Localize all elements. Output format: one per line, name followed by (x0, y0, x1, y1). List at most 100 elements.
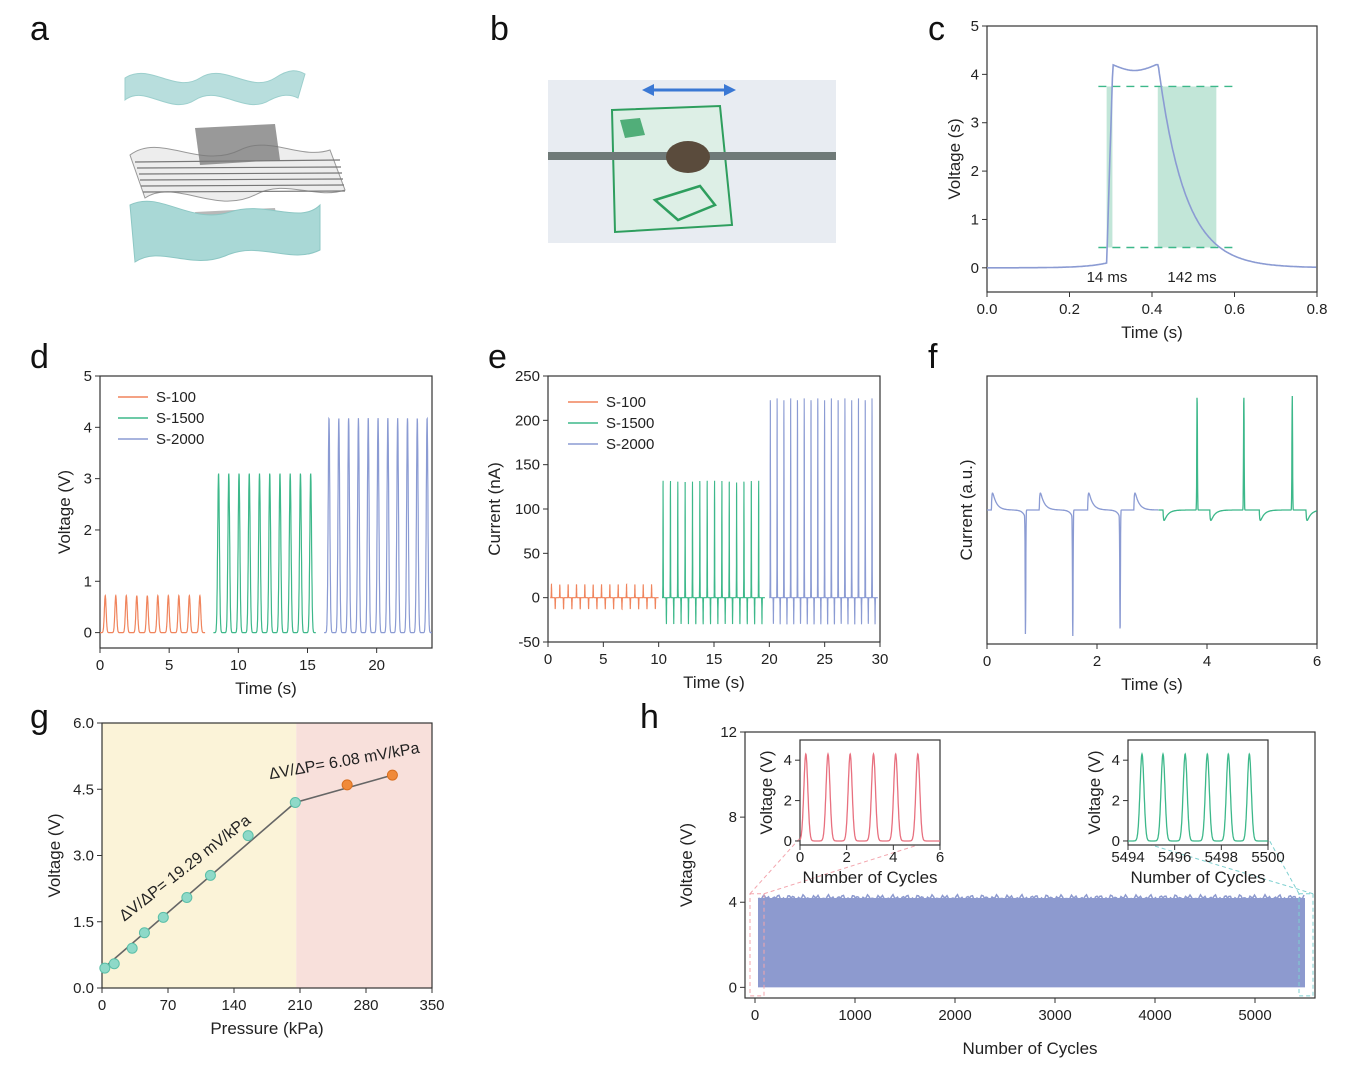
x-tick-label: 0 (544, 651, 552, 668)
blue-current-trace (987, 492, 1159, 637)
zoom-box-end (1298, 893, 1314, 997)
plot-frame (99, 375, 433, 649)
x-tick-label: 6 (1313, 653, 1321, 670)
panel-label-c: c (928, 10, 945, 48)
y-tick-label: 200 (515, 412, 540, 429)
inset-trace (799, 752, 940, 842)
panel-label-d: d (30, 338, 49, 376)
x-axis-label: Pressure (kPa) (210, 1019, 323, 1038)
y-tick-label: 1 (971, 211, 979, 228)
y-tick-label: 0 (971, 260, 979, 277)
x-tick-label: 0 (96, 657, 104, 674)
rise-time-label: 14 ms (1087, 269, 1128, 286)
data-point-low (204, 869, 216, 881)
y-tick-label: 2 (84, 522, 92, 539)
y-tick-label: 3 (971, 115, 979, 132)
y-tick-label: -50 (518, 634, 540, 651)
inset-trace (1128, 752, 1268, 842)
x-tick-label: 140 (221, 997, 246, 1014)
x-tick-label: 70 (160, 997, 177, 1014)
x-axis-label: Time (s) (683, 673, 745, 692)
data-point-low (157, 911, 169, 923)
x-axis-label: Number of Cycles (1130, 868, 1265, 887)
x-tick-label: 4 (889, 849, 897, 866)
voltage-response-curve (987, 63, 1317, 269)
x-tick-label: 2 (1093, 653, 1101, 670)
x-tick-label: 0 (751, 1007, 759, 1024)
x-tick-label: 15 (299, 657, 316, 674)
x-tick-label: 20 (368, 657, 385, 674)
zoom-line (763, 837, 941, 895)
y-tick-label: 8 (729, 809, 737, 826)
x-tick-label: 10 (650, 651, 667, 668)
zoom-box-start (749, 893, 765, 997)
x-tick-label: 20 (761, 651, 778, 668)
chart-g: 0 70 140 210 280 350 0.0 1.5 3.0 4.5 6.0 Pressure (… (45, 715, 445, 1038)
device-illustration (124, 70, 346, 263)
series-S-1500 (213, 473, 316, 634)
series-S-2000 (324, 416, 432, 634)
y-tick-label: 50 (523, 545, 540, 562)
zoom-line (1127, 837, 1314, 895)
y-axis-label: Current (nA) (485, 462, 504, 556)
y-tick-label: 100 (515, 501, 540, 518)
high-pressure-region (296, 723, 432, 988)
x-tick-label: 5 (599, 651, 607, 668)
panel-label-g: g (30, 698, 49, 736)
y-tick-label: 4 (84, 419, 92, 436)
chart-c: 0.0 0.2 0.4 0.6 0.8 0 1 2 3 4 5 Time (s) Voltage (s)… (945, 18, 1327, 342)
x-tick-label: 5000 (1238, 1007, 1271, 1024)
y-tick-label: 4 (784, 752, 792, 769)
y-tick-label: 4.5 (73, 781, 94, 798)
x-tick-label: 0.2 (1059, 301, 1080, 318)
panel-label-e: e (488, 338, 507, 376)
data-point-high (386, 769, 398, 781)
x-axis-label: Number of Cycles (962, 1039, 1097, 1058)
series-S-100 (550, 583, 659, 611)
y-tick-label: 1.5 (73, 914, 94, 931)
data-point-low (126, 942, 138, 954)
panel-label-f: f (928, 338, 938, 376)
panel-label-b: b (490, 10, 509, 48)
x-tick-label: 2000 (938, 1007, 971, 1024)
data-point-low (181, 891, 193, 903)
y-tick-label: 0 (1112, 833, 1120, 850)
data-point-low (242, 830, 254, 842)
y-axis-label: Current (a.u.) (957, 459, 976, 560)
x-tick-label: 0 (98, 997, 106, 1014)
y-tick-label: 3.0 (73, 848, 94, 865)
y-axis-label: Voltage (V) (677, 823, 696, 907)
series-S-1500 (661, 480, 765, 625)
x-tick-label: 1000 (838, 1007, 871, 1024)
y-tick-label: 2 (1112, 793, 1120, 810)
band-top-edge (757, 893, 1305, 903)
legend-label: S-100 (156, 389, 196, 406)
x-tick-label: 15 (706, 651, 723, 668)
data-point-high (341, 779, 353, 791)
y-tick-label: 1 (84, 573, 92, 590)
y-tick-label: 4 (971, 66, 979, 83)
series-S-2000 (769, 398, 878, 625)
cycle-signal-band (758, 897, 1305, 988)
chart-d: 0 5 10 15 20 0 1 2 3 4 5 Time (s) Voltage (V) S-100 S-… (55, 368, 433, 698)
device-photo (548, 80, 836, 243)
fall-time-label: 142 ms (1167, 269, 1216, 286)
x-tick-label: 350 (419, 997, 444, 1014)
y-tick-label: 0 (532, 590, 540, 607)
y-tick-label: 2 (971, 163, 979, 180)
legend-label: S-1500 (606, 415, 654, 432)
x-tick-label: 5 (165, 657, 173, 674)
inset-background (1128, 740, 1268, 845)
y-tick-label: 4 (729, 894, 737, 911)
x-tick-label: 0.0 (977, 301, 998, 318)
y-axis-label: Voltage (V) (55, 470, 74, 554)
plot-frame (799, 739, 941, 846)
fall-time-region (1157, 86, 1217, 248)
x-tick-label: 5494 (1111, 849, 1144, 866)
y-tick-label: 0 (784, 833, 792, 850)
plot-frame (744, 731, 1316, 999)
x-axis-label: Time (s) (1121, 675, 1183, 694)
x-tick-label: 4000 (1138, 1007, 1171, 1024)
plot-frame (1127, 739, 1269, 846)
